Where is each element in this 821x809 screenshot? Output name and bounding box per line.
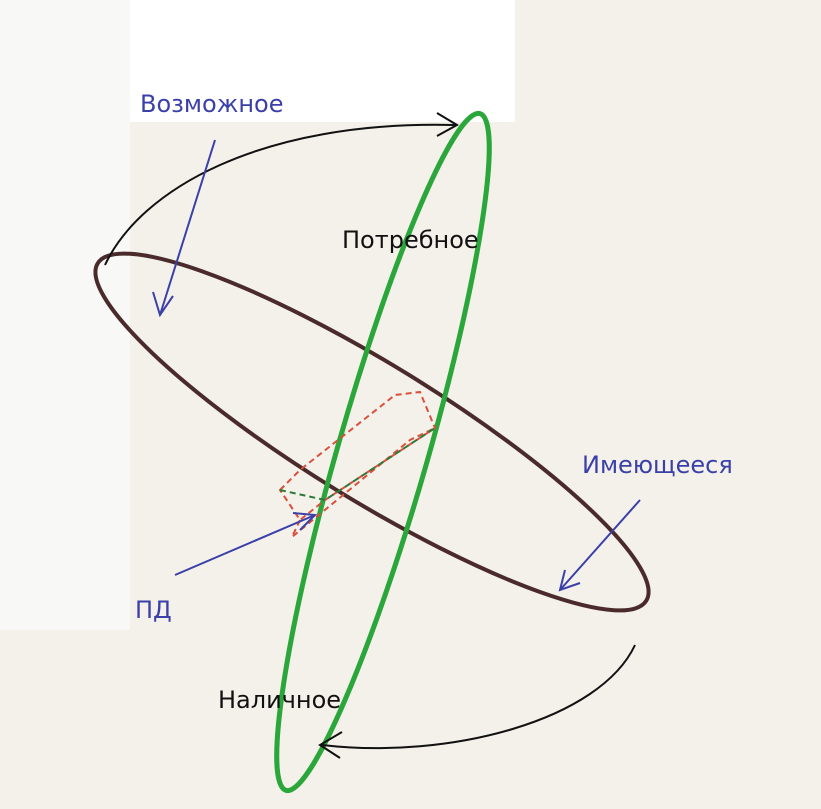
label: Наличное	[218, 686, 341, 714]
diagram: Возможное Потребное Имеющееся ПД Налично…	[0, 0, 821, 809]
label: ПД	[135, 596, 172, 624]
label: Потребное	[342, 226, 479, 254]
label: Имеющееся	[582, 451, 733, 479]
label: Возможное	[140, 90, 283, 118]
label-patch	[0, 0, 130, 630]
